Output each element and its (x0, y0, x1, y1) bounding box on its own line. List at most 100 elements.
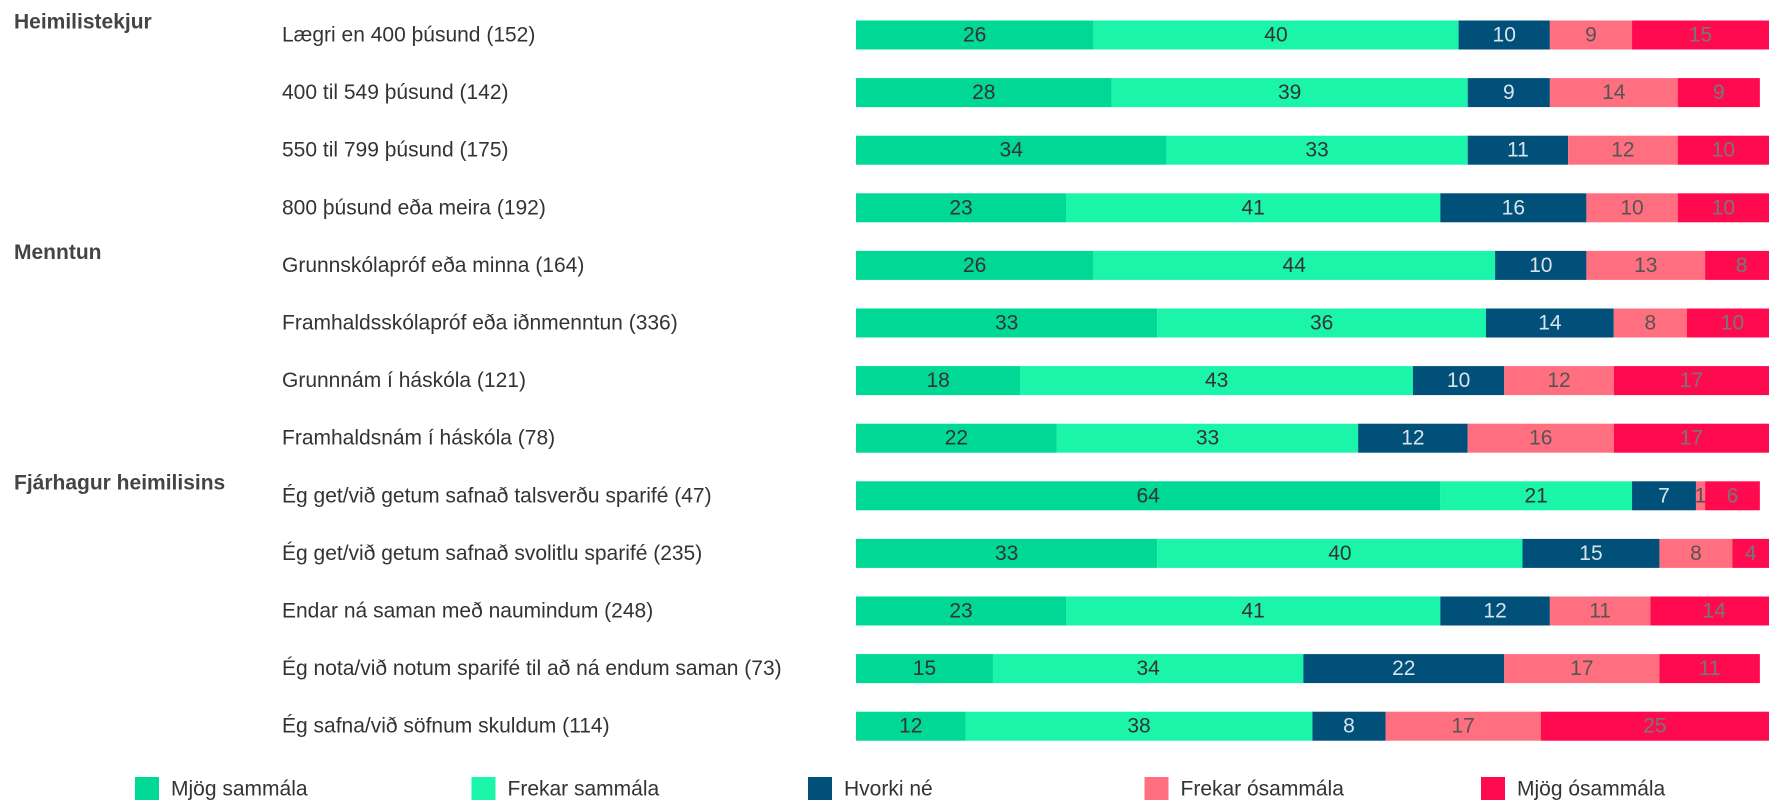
bar-segment (1705, 481, 1760, 511)
category-label: Endar ná saman með naumindum (248) (282, 600, 653, 623)
bar-segment (856, 596, 1066, 626)
bar-segment (1467, 423, 1614, 453)
value-label: 15 (1689, 24, 1712, 47)
bar-segment (965, 711, 1313, 741)
value-label: 7 (1658, 484, 1670, 507)
bar-segment (1659, 654, 1760, 684)
category-label: Ég safna/við söfnum skuldum (114) (282, 715, 610, 738)
category-label: 550 til 799 þúsund (175) (282, 139, 509, 162)
value-label: 41 (1241, 196, 1264, 219)
legend-label: Mjög sammála (171, 778, 308, 800)
bar-segment (856, 366, 1021, 396)
bar-segment (1586, 193, 1678, 223)
legend-label: Hvorki né (844, 778, 933, 800)
bar-segment (1586, 250, 1706, 280)
value-label: 33 (995, 312, 1018, 335)
bar-segment (1093, 20, 1459, 50)
bar-segment (856, 308, 1158, 338)
value-label: 15 (1579, 542, 1602, 565)
bar-segment (856, 20, 1094, 50)
category-label: Lægri en 400 þúsund (152) (282, 24, 535, 47)
bar-segment (856, 654, 993, 684)
category-label: 400 til 549 þúsund (142) (282, 81, 509, 104)
value-label: 8 (1690, 542, 1702, 565)
value-label: 9 (1713, 81, 1725, 104)
bar-segment (1312, 711, 1386, 741)
bar-segment (1440, 193, 1587, 223)
bar-segment (1732, 538, 1769, 568)
value-label: 44 (1283, 254, 1307, 277)
value-label: 38 (1127, 715, 1150, 738)
bar-segment (1157, 538, 1523, 568)
bar-segment (1467, 78, 1550, 108)
bar-segment (1677, 135, 1769, 165)
bar-segment (992, 654, 1304, 684)
value-label: 17 (1680, 427, 1703, 450)
bar-segment (1485, 308, 1614, 338)
bar-segment (856, 135, 1167, 165)
value-label: 10 (1712, 139, 1735, 162)
legend-swatch (808, 777, 832, 800)
value-label: 9 (1503, 81, 1515, 104)
value-label: 8 (1736, 254, 1748, 277)
bar-segment (1677, 78, 1760, 108)
value-label: 22 (1392, 657, 1415, 680)
bar-segment (1065, 596, 1441, 626)
bar-segment (1303, 654, 1505, 684)
value-label: 12 (1483, 600, 1506, 623)
legend-label: Frekar ósammála (1181, 778, 1345, 800)
value-label: 10 (1620, 196, 1643, 219)
legend-label: Frekar sammála (508, 778, 660, 800)
bar-segment (1650, 596, 1769, 626)
value-label: 43 (1205, 369, 1228, 392)
value-label: 10 (1447, 369, 1470, 392)
value-label: 11 (1507, 139, 1529, 162)
legend-swatch (135, 777, 159, 800)
value-label: 12 (1547, 369, 1570, 392)
bar-segment (1412, 366, 1505, 396)
value-label: 64 (1136, 484, 1160, 507)
value-label: 8 (1343, 715, 1355, 738)
category-label: Grunnnám í háskóla (121) (282, 369, 526, 392)
category-label: Grunnskólapróf eða minna (164) (282, 254, 584, 277)
value-label: 12 (1611, 139, 1634, 162)
bar-segment (1093, 250, 1496, 280)
bar-segment (856, 193, 1066, 223)
value-label: 16 (1502, 196, 1525, 219)
value-label: 12 (1401, 427, 1424, 450)
category-label: Ég get/við getum safnað svolitlu sparifé… (282, 542, 702, 565)
value-label: 11 (1699, 657, 1721, 680)
category-label: Ég nota/við notum sparifé til að ná endu… (282, 657, 782, 680)
bar-segment (1385, 711, 1541, 741)
value-label: 21 (1525, 484, 1548, 507)
value-label: 8 (1644, 312, 1656, 335)
value-label: 33 (1196, 427, 1219, 450)
value-label: 40 (1328, 542, 1351, 565)
bar-segment (1549, 596, 1651, 626)
legend-swatch (1144, 777, 1169, 800)
value-label: 14 (1538, 312, 1562, 335)
bar-segment (1458, 20, 1550, 50)
bar-segment (1020, 366, 1413, 396)
legend-swatch (1481, 777, 1505, 800)
group-label: Menntun (14, 241, 101, 264)
bar-segment (1568, 135, 1678, 165)
value-label: 12 (899, 715, 922, 738)
value-label: 11 (1589, 600, 1611, 623)
value-label: 40 (1264, 24, 1287, 47)
bar-segment (1613, 308, 1687, 338)
bar-segment (1705, 250, 1769, 280)
value-label: 10 (1493, 24, 1516, 47)
value-label: 18 (926, 369, 949, 392)
legend-swatch (471, 777, 496, 800)
value-label: 23 (949, 600, 972, 623)
value-label: 9 (1585, 24, 1597, 47)
bar-segment (1632, 481, 1696, 511)
bar-segment (856, 423, 1057, 453)
category-label: Framhaldsskólapróf eða iðnmenntun (336) (282, 312, 678, 335)
value-label: 34 (1136, 657, 1160, 680)
group-label: Fjárhagur heimilisins (14, 471, 225, 494)
bar-segment (856, 538, 1158, 568)
value-label: 33 (1305, 139, 1328, 162)
value-label: 17 (1451, 715, 1474, 738)
